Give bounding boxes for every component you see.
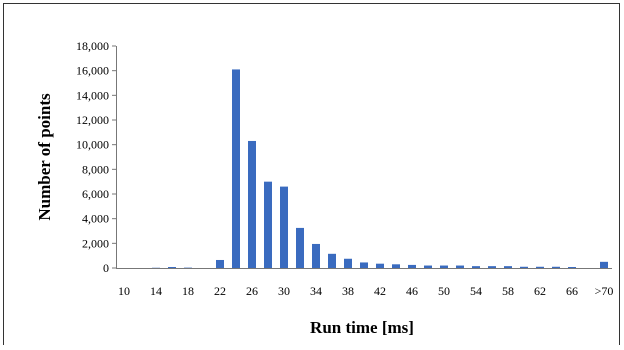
bar-52	[456, 265, 464, 268]
bar-48	[424, 265, 432, 268]
bar-16	[168, 267, 176, 269]
bar-60	[520, 266, 528, 268]
bar-32	[296, 227, 304, 268]
x-tick-label: 38	[342, 284, 354, 298]
x-tick-label: 50	[438, 284, 450, 298]
bar-50	[440, 265, 448, 268]
x-axis-title: Run time [ms]	[310, 318, 414, 337]
x-tick-label: 30	[278, 284, 290, 298]
x-tick-label: 10	[118, 284, 130, 298]
x-tick-label: 26	[246, 284, 258, 298]
y-tick-label: 2,000	[82, 236, 109, 250]
bar-24	[232, 69, 240, 268]
bar-26	[248, 140, 256, 268]
y-axis-ticks: 0 2,000 4,000 6,000 8,000 10,000 12,000 14,000 1…	[76, 39, 116, 275]
bar-46	[408, 264, 416, 268]
bar-28	[264, 181, 272, 268]
x-tick-label: 18	[182, 284, 194, 298]
y-tick-label: 10,000	[76, 138, 109, 152]
x-tick-label: 62	[534, 284, 546, 298]
bar-62	[536, 266, 544, 268]
y-tick-label: 18,000	[76, 39, 109, 53]
x-tick-label: 22	[214, 284, 226, 298]
x-tick-label: 54	[470, 284, 482, 298]
bar-44	[392, 264, 400, 268]
x-tick-label: 46	[406, 284, 418, 298]
y-tick-label: 16,000	[76, 64, 109, 78]
bar-54	[472, 266, 480, 268]
y-tick-label: 12,000	[76, 113, 109, 127]
bar-34	[312, 243, 320, 268]
y-axis-title: Number of points	[35, 93, 54, 221]
bars	[152, 69, 608, 269]
bar-56	[488, 266, 496, 268]
chart-border	[3, 3, 620, 350]
y-tick-label: 8,000	[82, 162, 109, 176]
y-tick-label: 4,000	[82, 212, 109, 226]
bar-42	[376, 263, 384, 268]
y-tick-label: 6,000	[82, 187, 109, 201]
x-tick-label: 14	[150, 284, 162, 298]
x-tick-label: 42	[374, 284, 386, 298]
x-tick-label: 34	[310, 284, 322, 298]
x-tick-label: >70	[595, 284, 614, 298]
bar-40	[360, 262, 368, 268]
bar-36	[328, 253, 336, 268]
bar-64	[552, 266, 560, 268]
bar-58	[504, 266, 512, 268]
y-tick-label: 0	[103, 261, 109, 275]
bar-22	[216, 259, 224, 268]
x-tick-label: 66	[566, 284, 578, 298]
x-tick-label: 58	[502, 284, 514, 298]
y-tick-label: 14,000	[76, 88, 109, 102]
bar-38	[344, 258, 352, 268]
bar-30	[280, 186, 288, 268]
bar-66	[568, 267, 576, 269]
x-axis-ticks: 10 14 18 22 26 30 34 38 42 46 50 54 58 62 66 >70	[118, 284, 613, 298]
bar->70	[600, 261, 608, 268]
